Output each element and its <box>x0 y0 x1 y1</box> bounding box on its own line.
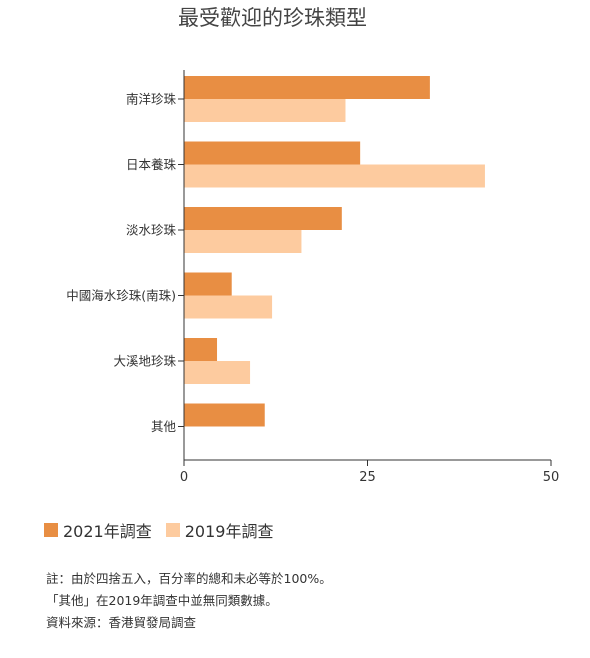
bar-2021-2 <box>184 207 342 230</box>
bar-2021-1 <box>184 141 361 165</box>
y-tick-label-4: 大溪地珍珠 <box>113 354 176 369</box>
bar-2019-0 <box>184 99 346 122</box>
footnotes: 註：由於四捨五入，百分率的總和未必等於100%。 「其他」在2019年調查中並無… <box>46 568 332 634</box>
bar-2021-4 <box>184 338 218 361</box>
bar-2021-0 <box>184 76 430 99</box>
footnote-rounding: 註：由於四捨五入，百分率的總和未必等於100%。 <box>46 571 332 586</box>
footnote-other: 「其他」在2019年調查中並無同類數據。 <box>46 593 278 608</box>
bar-2019-3 <box>184 295 273 319</box>
x-tick-label-0: 0 <box>180 470 188 485</box>
y-tick-label-5: 其他 <box>151 419 177 434</box>
legend-item-2021: 2021年調查 <box>44 518 152 542</box>
legend-item-2019: 2019年調查 <box>165 518 274 542</box>
y-tick-label-0: 南洋珍珠 <box>126 92 177 107</box>
bar-2021-5 <box>184 403 265 427</box>
bar-2021-3 <box>184 272 232 296</box>
legend-swatch-2021 <box>44 523 58 537</box>
x-tick-label-1: 25 <box>359 470 376 485</box>
y-tick-label-3: 中國海水珍珠(南珠) <box>66 288 176 303</box>
legend-label-2019: 2019年調查 <box>184 522 274 541</box>
y-tick-label-2: 淡水珍珠 <box>126 223 177 238</box>
legend-label-2021: 2021年調查 <box>63 522 152 541</box>
bar-2019-2 <box>184 230 302 253</box>
legend-swatch-2019 <box>165 523 180 537</box>
legend: 2021年調查 2019年調查 <box>44 518 287 542</box>
y-tick-label-1: 日本養珠 <box>126 157 177 172</box>
chart-title: 最受歡迎的珍珠類型 <box>178 6 367 30</box>
bar-2019-1 <box>184 164 485 188</box>
bar-2019-4 <box>184 361 251 384</box>
footnote-source: 資料來源：香港貿發局調查 <box>46 615 197 630</box>
x-tick-label-2: 50 <box>543 470 560 485</box>
